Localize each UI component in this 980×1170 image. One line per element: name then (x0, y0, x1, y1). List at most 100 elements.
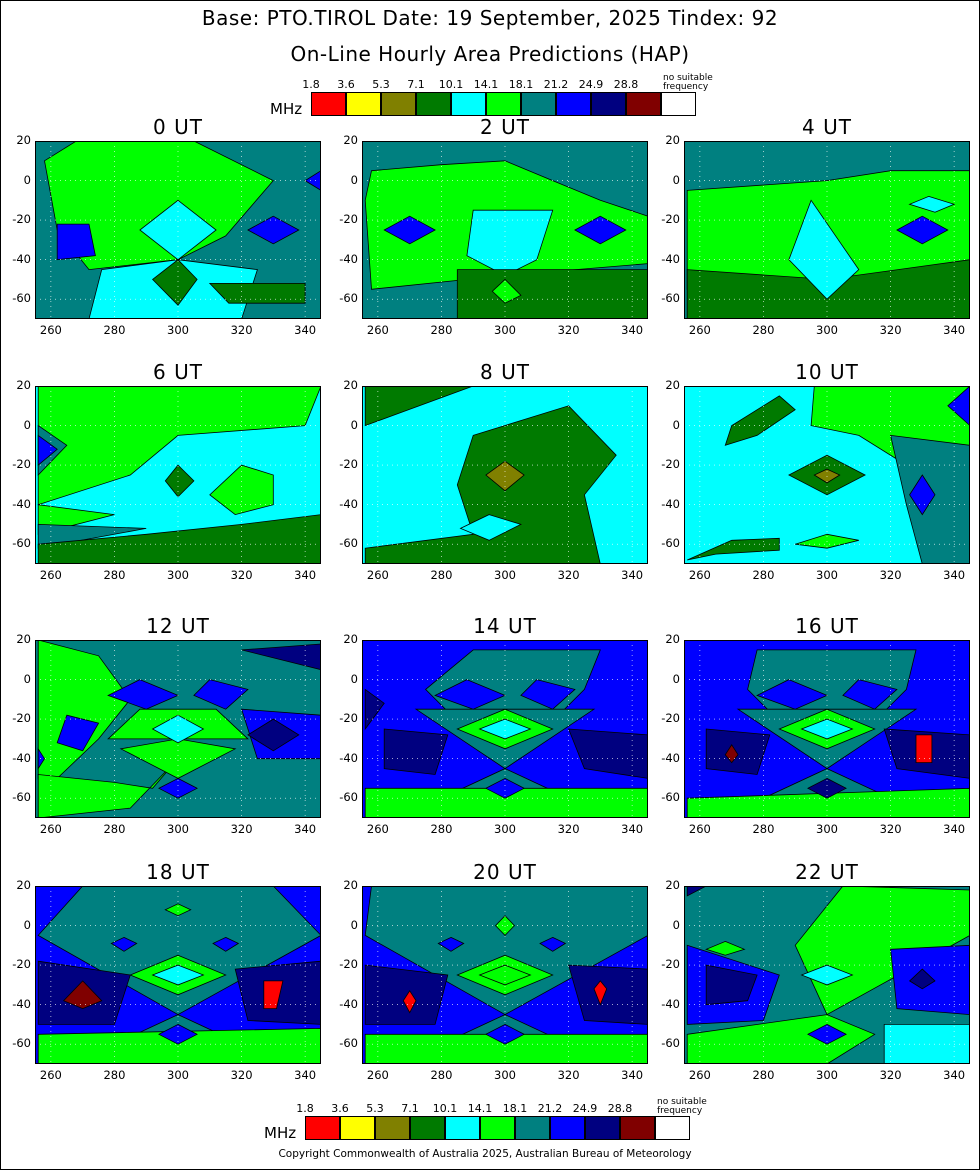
x-tick-label: 280 (752, 1068, 775, 1082)
frequency-region (807, 777, 847, 799)
y-tick-label: 0 (350, 917, 358, 932)
y-tick-label: -20 (12, 457, 31, 472)
legend-no-suitable-label: no suitable frequency (663, 74, 713, 92)
frequency-region (37, 514, 321, 564)
legend-swatch (410, 1116, 445, 1140)
x-tick-label: 260 (366, 822, 389, 836)
legend-swatch (655, 1116, 690, 1140)
legend-swatch (661, 92, 696, 116)
y-tick-label: 0 (23, 172, 31, 187)
y-tick-label: -20 (12, 212, 31, 227)
frequency-region (896, 215, 949, 245)
x-tick-label: 340 (294, 822, 317, 836)
frequency-region (364, 405, 617, 564)
legend-swatch (626, 92, 661, 116)
legend-tick-label: 21.2 (537, 1102, 563, 1115)
x-tick-label: 300 (494, 323, 516, 337)
x-tick-label: 320 (557, 822, 580, 836)
frequency-region (383, 215, 436, 245)
panel-plot (35, 141, 321, 319)
y-tick-label: 20 (16, 632, 31, 646)
frequency-region (37, 1027, 321, 1064)
frequency-region (56, 714, 100, 752)
y-tick-label: -40 (661, 496, 680, 511)
legend-swatch (305, 1116, 340, 1140)
x-tick-label: 260 (39, 1068, 62, 1082)
frequency-region (209, 464, 274, 516)
y-tick-label: -60 (12, 1036, 31, 1051)
x-tick-label: 280 (430, 1068, 453, 1082)
frequency-region (705, 964, 758, 1006)
frequency-region (909, 474, 936, 516)
legend-swatch (451, 92, 486, 116)
plot-border (684, 640, 970, 818)
legend-tick-label: 21.2 (543, 78, 569, 91)
x-tick-label: 320 (230, 822, 253, 836)
plot-border (35, 640, 321, 818)
frequency-region (883, 1023, 970, 1064)
x-tick-label: 340 (943, 1068, 966, 1082)
x-tick-label: 320 (230, 1068, 253, 1082)
frequency-region (724, 744, 739, 764)
legend-tick-label: 24.9 (572, 1102, 598, 1115)
y-tick-label: -40 (339, 996, 358, 1011)
frequency-region (800, 964, 854, 986)
legend-swatch (591, 92, 626, 116)
legend-swatch (375, 1116, 410, 1140)
y-tick-label: 0 (350, 172, 358, 187)
frequency-region (574, 215, 627, 245)
frequency-region (491, 278, 522, 304)
y-tick-label: -60 (661, 1036, 680, 1051)
x-tick-label: 320 (557, 323, 580, 337)
y-tick-label: -40 (12, 251, 31, 266)
legend-swatch (521, 92, 556, 116)
y-tick-label: -60 (339, 790, 358, 805)
y-tick-label: -40 (339, 750, 358, 765)
x-tick-label: 340 (294, 568, 317, 582)
y-tick-label: -40 (12, 996, 31, 1011)
x-tick-label: 300 (167, 568, 189, 582)
frequency-region (478, 964, 532, 986)
frequency-region (37, 747, 45, 770)
y-tick-label: -40 (661, 251, 680, 266)
plot-border (362, 640, 648, 818)
frequency-region (567, 728, 648, 779)
legend-tick-label: 14.1 (473, 78, 499, 91)
y-tick-label: -60 (661, 291, 680, 306)
frequency-region (62, 980, 103, 1010)
copyright-text: Copyright Commonwealth of Australia 2025… (278, 1148, 692, 1160)
panel-title: 2 UT (480, 115, 530, 139)
panel-title: 10 UT (795, 360, 859, 384)
frequency-region (705, 728, 771, 775)
legend-tick-label: 3.6 (337, 78, 355, 91)
y-tick-label: 0 (23, 417, 31, 432)
legend-tick-label: 14.1 (467, 1102, 493, 1115)
x-tick-label: 280 (103, 568, 126, 582)
panel-plot (684, 386, 970, 564)
frequency-region (915, 734, 933, 763)
frequency-region (364, 386, 474, 427)
plot-border (684, 386, 970, 564)
x-tick-label: 260 (39, 822, 62, 836)
x-tick-label: 280 (430, 822, 453, 836)
panel-plot (362, 640, 648, 818)
x-tick-label: 320 (879, 323, 902, 337)
x-tick-label: 320 (879, 568, 902, 582)
y-tick-label: -60 (12, 790, 31, 805)
frequency-region (158, 777, 198, 799)
frequency-region (705, 940, 746, 956)
x-tick-label: 260 (366, 1068, 389, 1082)
legend-tick-label: 24.9 (578, 78, 604, 91)
panel-plot (35, 886, 321, 1064)
hap-panel: 18 UT 20 0 -20 -40 -60 260 280 300 320 340 (12, 860, 321, 1082)
y-tick-label: -40 (12, 496, 31, 511)
y-tick-label: -60 (661, 536, 680, 551)
panel-title: 0 UT (153, 115, 203, 139)
x-tick-label: 340 (943, 323, 966, 337)
x-tick-label: 340 (621, 568, 644, 582)
frequency-region (208, 282, 306, 304)
legend-no-suitable-line: no suitable (657, 1097, 707, 1107)
plot-border (684, 141, 970, 319)
x-tick-label: 300 (816, 568, 838, 582)
legend-swatch (416, 92, 451, 116)
